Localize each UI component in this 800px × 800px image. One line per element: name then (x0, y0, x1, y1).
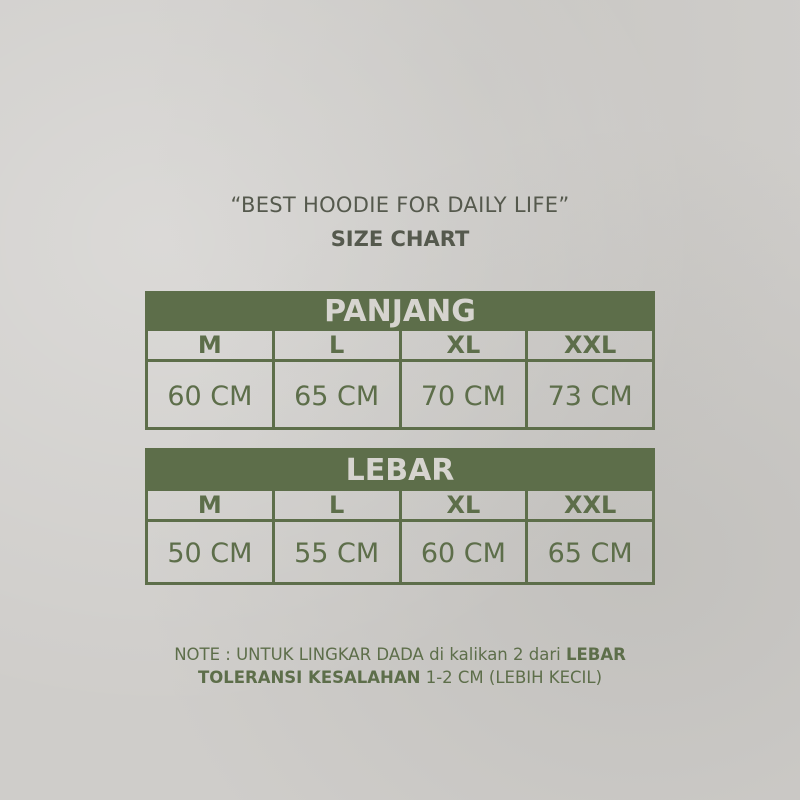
size-row: M L XL XXL (148, 328, 652, 359)
note-text: NOTE : UNTUK LINGKAR DADA di kalikan 2 d… (174, 645, 566, 664)
size-cell: L (271, 491, 399, 519)
note-text: 1-2 CM (LEBIH KECIL) (420, 668, 603, 687)
value-cell: 60 CM (398, 522, 526, 585)
size-row: M L XL XXL (148, 488, 652, 519)
panjang-table: PANJANG M L XL XXL 60 CM 65 CM 70 CM 73 … (145, 291, 655, 430)
value-cell: 70 CM (398, 362, 526, 430)
lebar-table: LEBAR M L XL XXL 50 CM 55 CM 60 CM 65 CM (145, 448, 655, 585)
size-cell: M (197, 491, 222, 519)
note-line-2: TOLERANSI KESALAHAN 1-2 CM (LEBIH KECIL) (0, 668, 800, 687)
value-cell: 73 CM (525, 362, 652, 430)
table-title: LEBAR (148, 451, 652, 488)
size-cell: L (271, 331, 399, 359)
value-cell: 60 CM (167, 380, 253, 412)
note-emphasis: LEBAR (565, 645, 626, 664)
size-cell: XL (398, 331, 526, 359)
page-title: SIZE CHART (330, 227, 470, 251)
value-cell: 65 CM (525, 522, 652, 585)
value-cell: 50 CM (167, 538, 253, 569)
value-cell: 55 CM (271, 522, 399, 585)
note-emphasis: TOLERANSI KESALAHAN (197, 668, 421, 687)
tagline: “BEST HOODIE FOR DAILY LIFE” (230, 193, 570, 217)
value-cell: 65 CM (271, 362, 399, 430)
table-title: PANJANG (148, 294, 652, 329)
size-cell: M (197, 331, 222, 359)
value-row: 60 CM 65 CM 70 CM 73 CM (148, 359, 652, 430)
size-cell: XXL (525, 331, 652, 359)
value-row: 50 CM 55 CM 60 CM 65 CM (148, 519, 652, 585)
size-cell: XXL (525, 491, 652, 519)
note-line-1: NOTE : UNTUK LINGKAR DADA di kalikan 2 d… (0, 645, 800, 664)
size-cell: XL (398, 491, 526, 519)
